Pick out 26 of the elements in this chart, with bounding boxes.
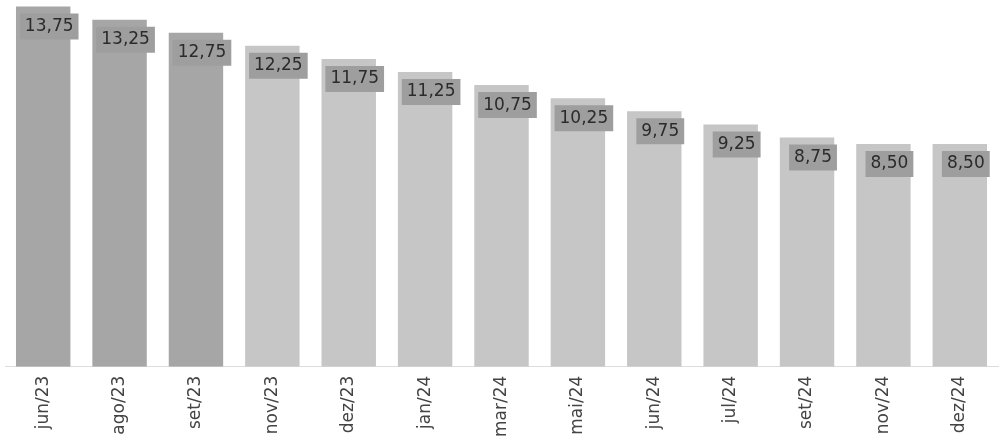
- data-label: 9,25: [717, 132, 756, 153]
- x-tick-label: set/24: [795, 375, 816, 430]
- data-label: 8,50: [870, 152, 909, 173]
- data-label: 8,50: [946, 152, 985, 173]
- x-tick-label: jan/24: [413, 375, 434, 430]
- data-label: 11,25: [406, 80, 456, 101]
- x-tick-label: dez/24: [948, 375, 969, 434]
- data-label: 13,75: [24, 14, 74, 35]
- data-label: 12,75: [177, 41, 227, 62]
- x-tick-label: dez/23: [337, 375, 358, 434]
- x-tick-label: ago/23: [108, 375, 128, 435]
- data-label: 11,75: [330, 67, 380, 88]
- x-tick-label: mar/24: [489, 375, 510, 437]
- data-label: 9,75: [641, 119, 680, 140]
- x-tick-label: set/23: [184, 375, 205, 430]
- x-tick-label: jun/24: [642, 375, 663, 431]
- x-tick-label: mai/24: [566, 375, 587, 435]
- data-label: 10,75: [483, 93, 532, 114]
- x-tick-label: nov/23: [260, 375, 281, 435]
- data-label: 12,25: [254, 54, 303, 75]
- data-label: 8,75: [794, 145, 832, 166]
- data-label: 10,25: [559, 106, 609, 127]
- x-tick-label: jun/23: [31, 375, 52, 431]
- x-tick-label: nov/24: [871, 375, 892, 435]
- x-tick-label: jul/24: [719, 375, 740, 425]
- data-label: 13,25: [101, 28, 150, 49]
